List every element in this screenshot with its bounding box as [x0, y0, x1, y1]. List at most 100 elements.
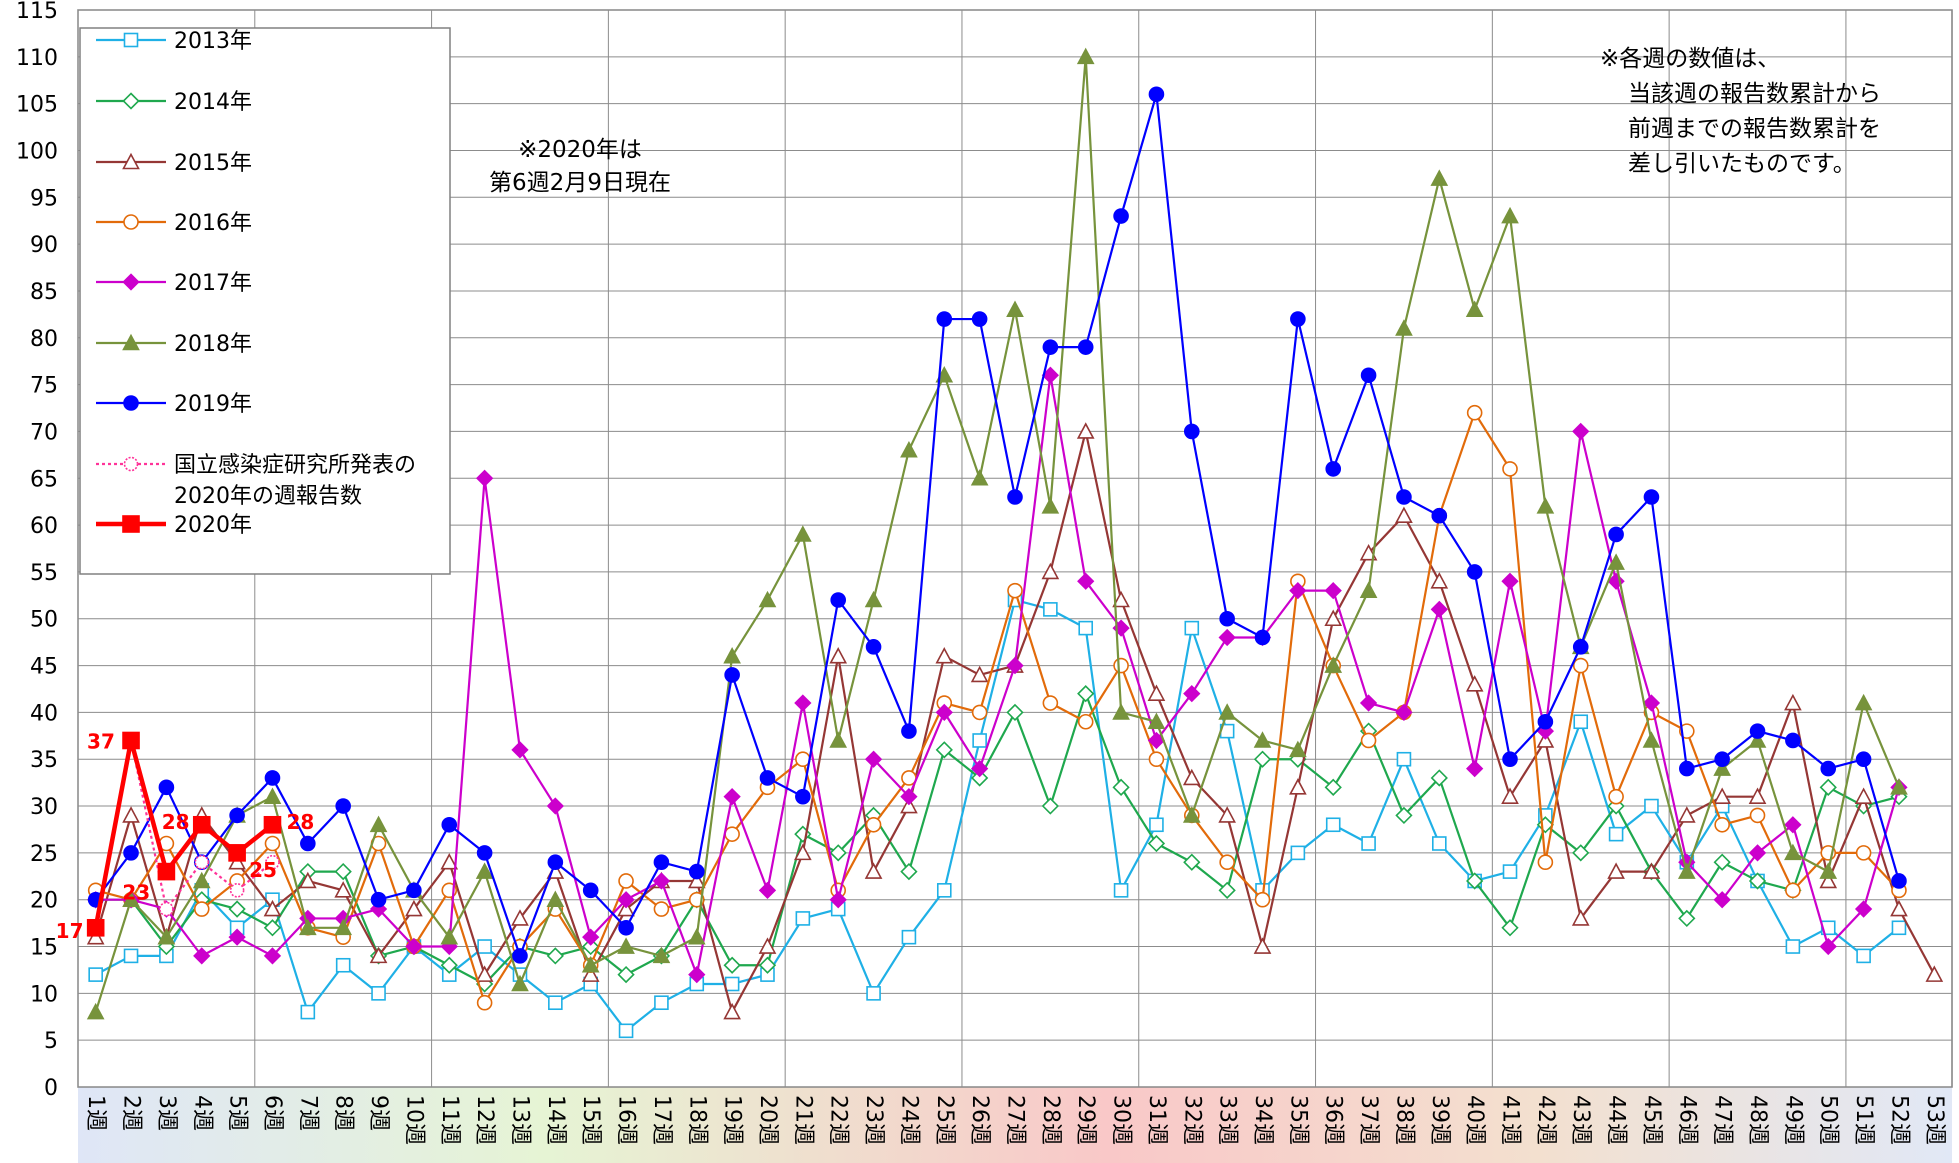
data-point [86, 927, 105, 945]
y-tick-label: 115 [16, 0, 58, 24]
note-2020-line2: 第6週2月9日現在 [489, 170, 671, 196]
data-point [654, 995, 669, 1011]
data-point [1041, 562, 1060, 580]
data-point [936, 883, 952, 898]
data-point [475, 965, 494, 982]
x-tick-label: 12週 [472, 1095, 497, 1145]
data-point [1819, 871, 1838, 889]
data-point [970, 665, 989, 683]
data-point [1147, 834, 1166, 853]
data-point [1218, 703, 1236, 720]
data-point [865, 816, 882, 833]
data-point [1642, 731, 1661, 748]
data-point [1395, 703, 1413, 722]
data-point [1077, 339, 1094, 355]
data-point [758, 881, 777, 899]
data-point [194, 854, 210, 870]
x-tick-label: 2週 [119, 1095, 144, 1131]
data-point [1253, 750, 1272, 768]
y-tick-label: 35 [30, 748, 58, 773]
data-point [723, 956, 741, 974]
data-point [1501, 206, 1519, 224]
data-point [122, 890, 140, 907]
x-tick-label: 30週 [1109, 1095, 1134, 1145]
data-point [1289, 740, 1307, 758]
data-point [369, 946, 388, 964]
x-tick-label: 15週 [578, 1095, 603, 1145]
data-point [1713, 891, 1731, 909]
x-tick-label: 19週 [720, 1095, 745, 1145]
data-point [900, 862, 918, 881]
data-point [864, 862, 883, 879]
data-point [1572, 657, 1589, 674]
data-point [1644, 798, 1659, 814]
data-point [1290, 311, 1306, 327]
x-tick-label: 46週 [1674, 1095, 1699, 1145]
x-tick-label: 5週 [225, 1095, 250, 1131]
data-point [1714, 751, 1730, 768]
data-point [1148, 751, 1165, 768]
data-point [724, 976, 740, 992]
data-point [1112, 778, 1130, 796]
legend-label: 2015年 [174, 151, 252, 176]
data-point [228, 853, 246, 870]
data-point [971, 704, 988, 721]
data-point [193, 947, 211, 965]
legend-item: 2019年 [96, 392, 252, 417]
y-tick-label: 45 [30, 655, 58, 680]
data-point [440, 853, 459, 870]
data-point [617, 891, 635, 909]
data-point [971, 769, 989, 787]
x-tick-label: 17週 [649, 1095, 674, 1145]
data-point [1395, 806, 1413, 825]
data-point [263, 899, 282, 917]
y-tick-label: 110 [16, 46, 58, 71]
data-point [1290, 845, 1306, 861]
data-point [1324, 609, 1343, 627]
x-tick-label: 50週 [1816, 1095, 1841, 1145]
series-9 [86, 731, 282, 937]
x-tick-label: 38週 [1391, 1095, 1416, 1145]
data-point [1219, 610, 1235, 627]
legend-label: 2018年 [174, 332, 252, 357]
legend-item: 2016年 [96, 211, 252, 236]
data-point [1537, 713, 1554, 730]
x-tick-label: 11週 [437, 1095, 462, 1145]
data-point [1466, 564, 1483, 580]
y-tick-label: 5 [44, 1029, 58, 1054]
data-point [1749, 807, 1766, 824]
data-point [475, 469, 494, 487]
series-6 [86, 47, 1908, 1020]
x-tick-label: 18週 [684, 1095, 709, 1145]
data-point [335, 957, 351, 973]
x-tick-label: 32週 [1179, 1095, 1204, 1145]
data-point [688, 965, 706, 984]
data-point [795, 788, 811, 805]
series-line [95, 374, 1901, 976]
data-point [159, 901, 174, 917]
y-tick-label: 15 [30, 936, 58, 961]
data-label: 25 [249, 858, 277, 882]
data-point [228, 844, 246, 862]
data-point [795, 911, 811, 926]
data-point [1254, 891, 1271, 908]
data-point [1324, 656, 1343, 673]
data-point [1856, 948, 1871, 964]
legend: 2013年 2014年 2015年 2016年 2017年 2018年 2019年国立感染症… [79, 27, 451, 575]
data-point [724, 826, 740, 842]
x-tick-label: 24週 [896, 1095, 921, 1145]
data-point [1253, 937, 1272, 954]
y-tick-label: 80 [30, 327, 58, 352]
y-tick-label: 40 [30, 701, 58, 726]
x-tick-label: 27週 [1003, 1095, 1028, 1145]
data-point [264, 770, 281, 786]
data-point [724, 667, 740, 683]
data-point [1006, 300, 1024, 317]
data-point [1360, 732, 1377, 749]
data-point [1748, 872, 1767, 890]
data-point [334, 918, 353, 936]
y-tick-label: 100 [16, 139, 58, 164]
data-point [829, 647, 848, 664]
x-tick-label: 48週 [1745, 1095, 1770, 1145]
legend-item: 2014年 [96, 90, 252, 115]
